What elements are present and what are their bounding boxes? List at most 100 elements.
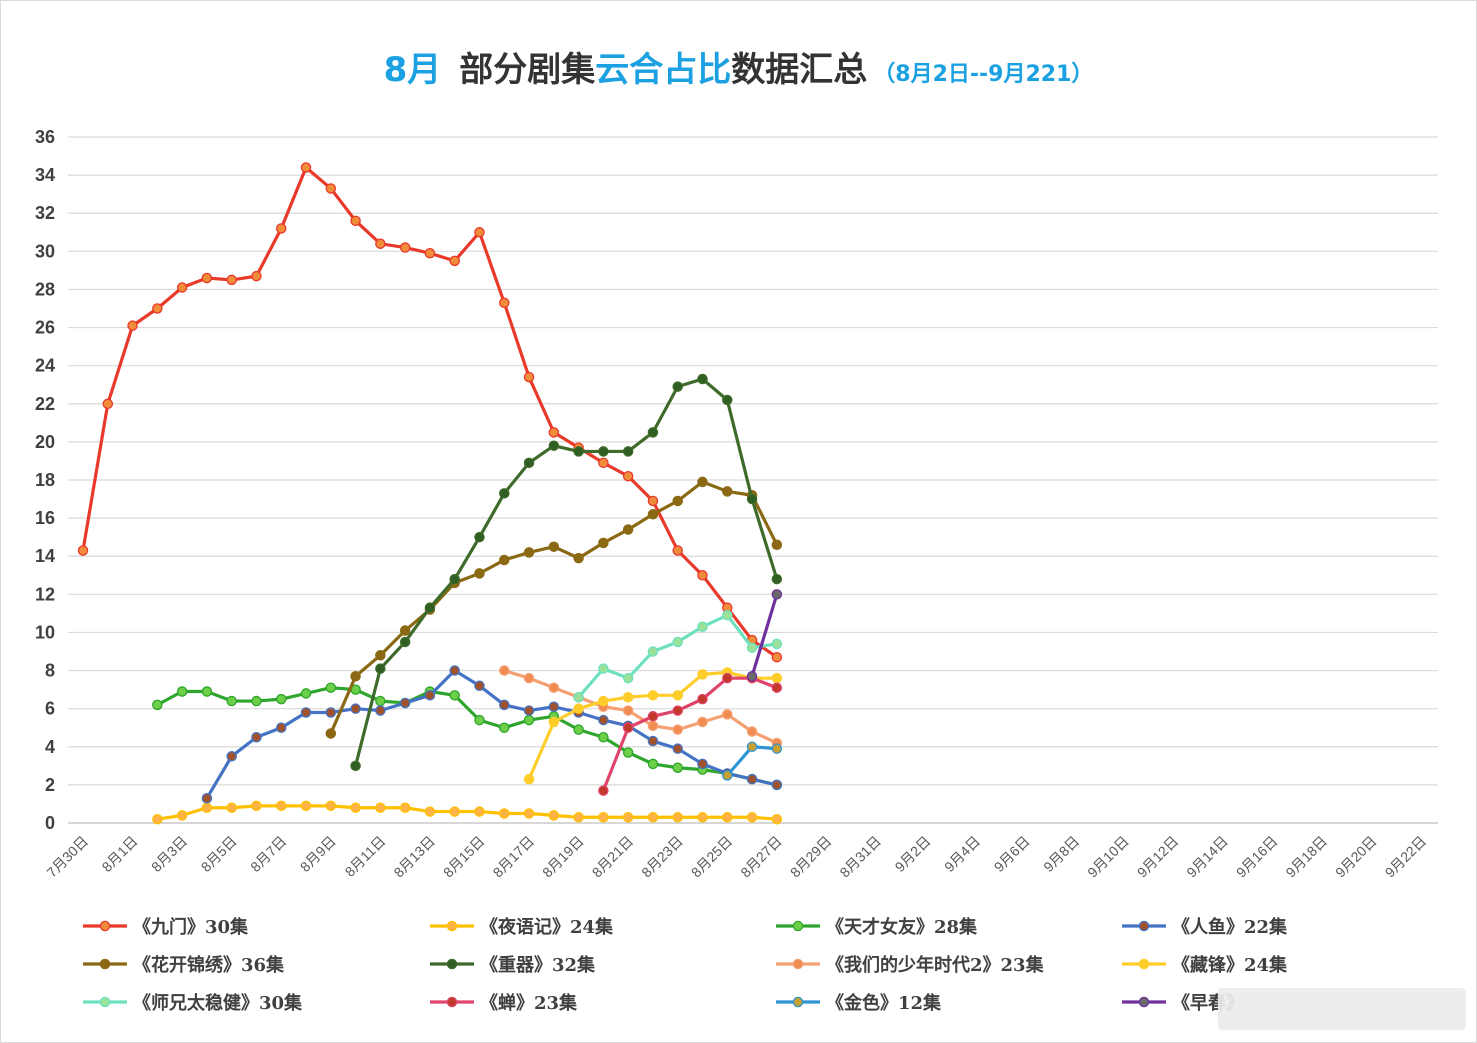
y-tick-label: 34 — [35, 165, 55, 185]
data-point — [647, 690, 659, 701]
data-point — [375, 663, 386, 674]
data-point — [449, 573, 460, 585]
series-11 — [722, 741, 783, 781]
data-point — [474, 531, 485, 543]
data-point — [622, 446, 634, 457]
data-point — [127, 320, 138, 331]
x-tick-label: 8月5日 — [198, 833, 240, 875]
data-point — [573, 691, 584, 703]
data-point — [499, 699, 510, 711]
data-point — [771, 743, 783, 754]
legend-swatch-marker — [446, 996, 458, 1008]
x-tick-label: 8月9日 — [297, 833, 339, 875]
y-tick-label: 12 — [35, 584, 55, 604]
series-5 — [325, 476, 783, 739]
data-point — [622, 705, 634, 716]
y-tick-label: 36 — [35, 127, 55, 147]
x-tick-label: 8月21日 — [589, 833, 637, 881]
data-point — [251, 800, 262, 812]
data-point — [598, 732, 609, 743]
data-point — [523, 773, 535, 785]
legend-swatch-marker — [99, 958, 111, 970]
title-part1: 部分剧集 — [459, 50, 596, 90]
data-point — [499, 808, 510, 819]
data-point — [548, 427, 560, 438]
data-point — [449, 255, 460, 267]
data-point — [771, 813, 783, 825]
grid — [68, 136, 1438, 824]
data-point — [722, 672, 733, 684]
data-point — [672, 636, 683, 648]
data-point — [350, 760, 361, 772]
y-tick-label: 26 — [35, 318, 55, 338]
data-point — [523, 705, 535, 716]
data-point — [647, 495, 659, 507]
data-point — [350, 215, 361, 227]
data-point — [474, 227, 485, 238]
y-tick-label: 4 — [45, 737, 55, 757]
series-7 — [499, 665, 783, 749]
data-point — [771, 682, 783, 693]
legend-swatch-marker — [446, 920, 458, 932]
data-point — [573, 812, 584, 823]
data-point — [176, 686, 188, 697]
data-point — [325, 728, 337, 739]
y-tick-label: 2 — [45, 775, 55, 795]
data-point — [251, 695, 262, 707]
data-point — [647, 735, 659, 747]
data-point — [622, 722, 634, 733]
x-tick-label: 8月23日 — [638, 833, 686, 881]
data-point — [598, 812, 609, 823]
data-point — [275, 693, 287, 705]
series-line — [577, 613, 778, 699]
x-tick-label: 8月7日 — [247, 833, 289, 875]
x-tick-label: 9月2日 — [892, 833, 934, 875]
data-point — [325, 183, 337, 194]
series-2 — [152, 800, 783, 825]
data-point — [275, 722, 287, 733]
data-point — [598, 446, 609, 457]
data-point — [499, 722, 510, 733]
data-point — [647, 812, 659, 823]
data-point — [722, 394, 733, 406]
x-tick-label: 8月11日 — [342, 833, 389, 880]
data-point — [375, 650, 386, 661]
legend-item: 《师兄太稳健》30集 — [83, 992, 303, 1014]
series-line — [205, 668, 778, 800]
title-part2: 云合占比 — [595, 50, 732, 90]
data-point — [771, 539, 783, 551]
data-point — [499, 488, 510, 499]
x-tick-label: 9月14日 — [1183, 833, 1231, 881]
data-point — [424, 602, 436, 613]
x-tick-label: 8月17日 — [490, 833, 538, 881]
data-point — [771, 651, 783, 663]
title-part3: 数据汇总 — [731, 50, 868, 90]
series-6 — [350, 373, 783, 772]
data-point — [771, 573, 783, 585]
data-point — [548, 682, 560, 693]
data-point — [176, 282, 188, 293]
data-point — [399, 636, 411, 648]
data-point — [697, 716, 708, 728]
data-point — [622, 672, 634, 684]
data-point — [598, 663, 609, 674]
y-tick-label: 18 — [35, 470, 55, 490]
title-month: 8月 — [383, 50, 442, 90]
series-line — [157, 804, 777, 821]
x-tick-label: 9月22日 — [1382, 833, 1430, 881]
data-point — [771, 638, 783, 650]
data-point — [523, 371, 535, 383]
x-tick-label: 8月13日 — [390, 833, 438, 881]
data-point — [672, 381, 683, 392]
data-point — [499, 665, 510, 676]
data-point — [201, 802, 213, 814]
data-point — [300, 800, 312, 812]
legend-swatch-marker — [792, 920, 804, 932]
x-tick-label: 9月18日 — [1282, 833, 1330, 881]
data-point — [697, 621, 708, 632]
data-point — [325, 682, 337, 693]
x-tick-label: 8月31日 — [836, 833, 884, 881]
data-point — [350, 671, 361, 682]
data-point — [548, 701, 560, 713]
data-point — [251, 270, 262, 282]
